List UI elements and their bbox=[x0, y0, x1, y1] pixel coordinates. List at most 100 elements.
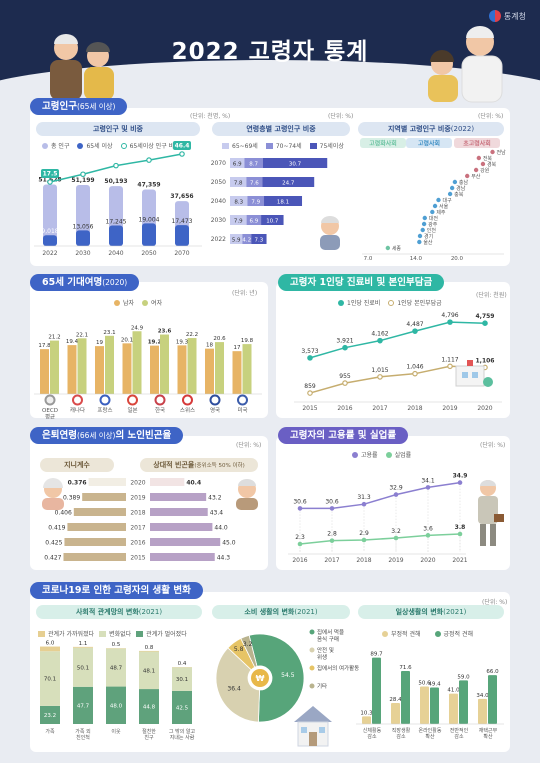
male-bar bbox=[232, 351, 242, 394]
life-value-label: 19.4 bbox=[66, 339, 79, 345]
employment-point bbox=[297, 506, 303, 511]
region-name: 전북 bbox=[483, 155, 493, 162]
country-label: 한국 bbox=[155, 407, 165, 414]
daily-category-label: 확산 bbox=[425, 733, 435, 740]
elderly-worker-illustration bbox=[478, 480, 504, 546]
poverty-rate-label: 43.2 bbox=[208, 495, 222, 502]
share-label: 46.4 bbox=[175, 143, 190, 150]
logo-mark-icon bbox=[488, 10, 501, 22]
male-bar bbox=[67, 345, 77, 394]
daily-category-label: 감소 bbox=[367, 733, 377, 740]
life-value-label: 17 bbox=[234, 345, 241, 351]
legend-negative: 부정적 견해 bbox=[382, 629, 421, 638]
cost-label: 4,759 bbox=[476, 313, 495, 320]
social-legend: 관계가 가까워졌다 변화없다 관계가 멀어졌다 bbox=[38, 629, 187, 638]
female-bar bbox=[160, 334, 169, 394]
employment-label: 31.3 bbox=[357, 494, 371, 501]
age-segment-label: 7.9 bbox=[251, 200, 260, 206]
consumption-slice bbox=[248, 633, 305, 723]
agency-logo: 통계청 bbox=[488, 10, 526, 22]
age-segment-label: 18.1 bbox=[277, 200, 289, 206]
negative-bar bbox=[362, 716, 371, 724]
consumption-legend-swatch bbox=[309, 683, 315, 689]
age-segment-label: 7.8 bbox=[234, 181, 243, 187]
life-value-label: 19.8 bbox=[241, 338, 254, 344]
region-dot bbox=[430, 209, 435, 215]
daily-value-label: 41.0 bbox=[447, 688, 460, 694]
poverty-title: 은퇴연령(66세 이상)의 노인빈곤율 bbox=[30, 427, 184, 444]
region-dot bbox=[420, 227, 425, 233]
relation-segment bbox=[73, 646, 93, 648]
age-unit: (단위: %) bbox=[328, 113, 354, 120]
daily-category-label: 온라인활동 bbox=[418, 727, 441, 734]
relation-segment bbox=[40, 705, 60, 724]
life-value-label: 17.8 bbox=[38, 343, 51, 349]
medical-cost-title: 고령자 1인당 진료비 및 본인부담금 bbox=[278, 274, 445, 291]
legend-cost: 1인당 진료비 bbox=[338, 298, 380, 307]
positive-bar bbox=[459, 680, 468, 724]
age-segment-label: 7.3 bbox=[255, 238, 264, 244]
cost-label: 4,796 bbox=[441, 312, 458, 319]
unemployment-label: 3.6 bbox=[423, 525, 433, 532]
copay-label: 859 bbox=[304, 383, 316, 390]
life-value-label: 19 bbox=[96, 340, 103, 346]
cost-line bbox=[309, 321, 486, 359]
region-dot bbox=[417, 239, 422, 245]
poverty-rate-bar bbox=[150, 478, 185, 486]
female-bar bbox=[105, 335, 114, 394]
employment-label: 32.9 bbox=[389, 485, 403, 492]
region-name: 인천 bbox=[427, 227, 437, 234]
age-segment bbox=[262, 177, 315, 187]
elderly-population-label: 17,473 bbox=[172, 218, 193, 225]
year-tick-label: 2070 bbox=[174, 250, 189, 257]
relation-segment-label: 0.5 bbox=[112, 642, 121, 648]
year-tick-label: 2019 bbox=[442, 405, 457, 412]
region-name: 울산 bbox=[423, 239, 433, 246]
age-share-stacked-chart: 2070 6.9 8.7 30.7 2050 7.8 7.6 24.7 2040 8.3 7.9 18… bbox=[211, 158, 328, 244]
relation-segment bbox=[40, 646, 60, 652]
region-axis-tick: 14.0 bbox=[410, 256, 423, 262]
legend-closer: 관계가 가까워졌다 bbox=[38, 629, 94, 638]
life-value-label: 18 bbox=[206, 343, 213, 349]
unemployment-label: 3.2 bbox=[391, 528, 401, 535]
region-dot bbox=[452, 179, 458, 185]
consumption-slice bbox=[215, 647, 260, 723]
poverty-rate-label: 40.4 bbox=[186, 480, 201, 487]
region-name: 충북 bbox=[454, 191, 464, 198]
age-segment bbox=[262, 158, 328, 168]
poverty-year-label: 2017 bbox=[130, 525, 145, 532]
cost-point bbox=[447, 319, 453, 325]
copay-point bbox=[342, 380, 348, 386]
age-segment-label: 7.6 bbox=[250, 181, 259, 187]
relation-segment bbox=[73, 686, 93, 724]
positive-bar bbox=[401, 671, 410, 724]
region-name: 광주 bbox=[428, 221, 438, 228]
daily-value-label: 71.6 bbox=[399, 665, 412, 671]
age-segment-label: 8.3 bbox=[234, 200, 243, 206]
unemployment-point bbox=[361, 537, 367, 543]
relation-segment bbox=[40, 651, 60, 706]
unemployment-line bbox=[299, 533, 461, 545]
employment-legend: 고용률 실업률 bbox=[352, 450, 411, 459]
poverty-rate-label: 43.4 bbox=[210, 510, 224, 517]
daily-value-label: 49.4 bbox=[428, 681, 441, 687]
year-tick-label: 2018 bbox=[356, 557, 371, 564]
relation-category-label: 지내는 사람 bbox=[170, 734, 195, 741]
year-tick-label: 2019 bbox=[388, 557, 403, 564]
age-segment bbox=[230, 177, 247, 187]
cost-label: 4,162 bbox=[371, 331, 388, 338]
elderly-population-label: 9,018 bbox=[41, 228, 58, 235]
cost-point bbox=[412, 328, 418, 334]
age-segment bbox=[230, 215, 247, 225]
region-dot bbox=[432, 203, 438, 209]
year-tick-label: 2021 bbox=[452, 557, 467, 564]
female-bar bbox=[242, 344, 252, 394]
legend-70-74: 70~74세 bbox=[265, 141, 302, 150]
employment-unit: (단위: %) bbox=[480, 442, 506, 449]
poverty-butterfly-chart: 0.376 2020 40.4 0.389 2019 43.2 0.406 2018 43.4 0… bbox=[44, 478, 236, 562]
employment-title: 고령자의 고용률 및 실업률 bbox=[278, 427, 409, 444]
population-unit: (단위: 천명, %) bbox=[190, 113, 231, 120]
relation-segment bbox=[73, 647, 93, 687]
region-dot bbox=[465, 173, 470, 179]
